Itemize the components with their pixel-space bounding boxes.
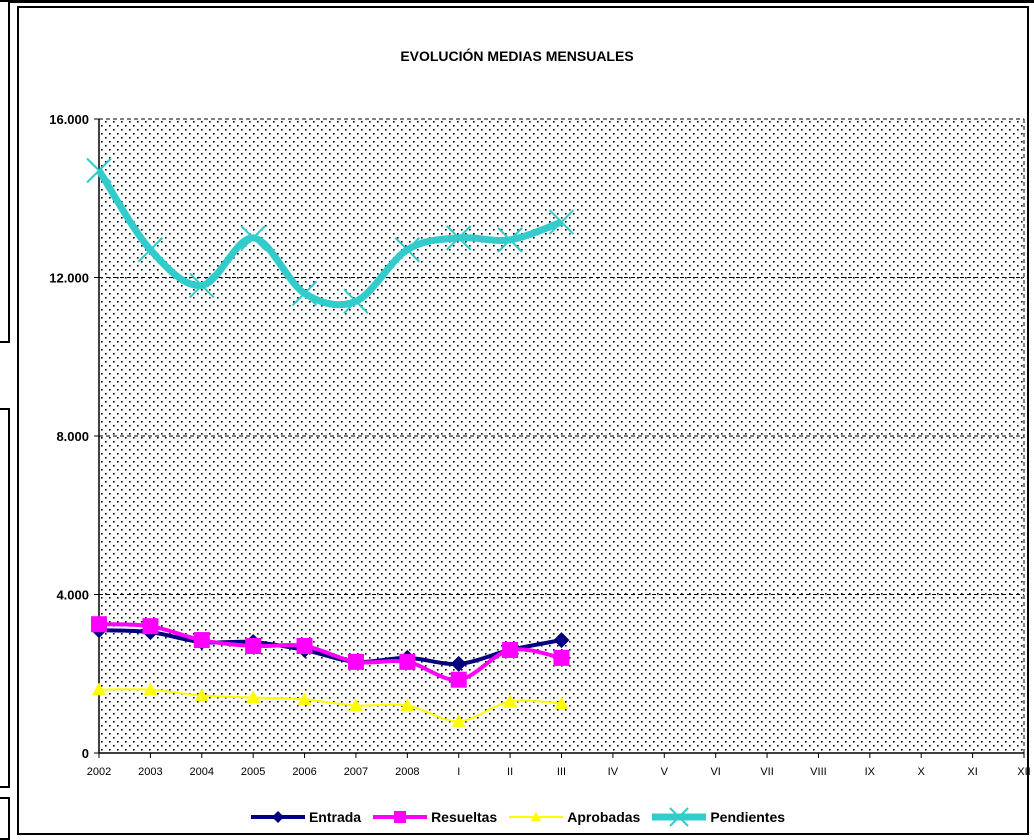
legend-swatch-pendientes <box>652 807 707 827</box>
x-tick-label-12: VI <box>710 766 720 778</box>
x-tick-label-8: II <box>507 766 513 778</box>
x-tick-label-3: 2005 <box>241 766 265 778</box>
x-tick-label-11: V <box>661 766 669 778</box>
point-pendientes-8 <box>497 227 523 253</box>
y-tick-label-3: 12.000 <box>49 271 89 286</box>
x-tick-label-15: IX <box>865 766 876 778</box>
legend-label-resueltas: Resueltas <box>431 809 498 825</box>
point-resueltas-9 <box>553 649 570 666</box>
point-aprobadas-7 <box>451 714 466 727</box>
x-tick-label-7: I <box>457 766 460 778</box>
point-aprobadas-4 <box>297 692 312 706</box>
point-aprobadas-8 <box>503 694 518 708</box>
y-tick-label-1: 4.000 <box>56 588 89 603</box>
point-resueltas-4 <box>296 638 313 655</box>
point-aprobadas-6 <box>400 698 415 712</box>
point-aprobadas-5 <box>348 698 363 712</box>
legend-item-aprobadas: Aprobadas <box>507 806 640 828</box>
x-tick-label-6: 2008 <box>395 766 419 778</box>
point-entrada-7 <box>450 655 467 672</box>
x-tick-label-10: IV <box>608 766 619 778</box>
point-pendientes-2 <box>189 272 215 299</box>
x-tick-label-13: VII <box>760 766 773 778</box>
point-resueltas-7 <box>450 671 467 688</box>
x-tick-label-16: X <box>918 766 926 778</box>
y-tick-label-0: 0 <box>82 746 89 761</box>
series-line-aprobadas <box>98 688 562 723</box>
point-pendientes-9 <box>548 209 575 235</box>
legend-item-resueltas: Resueltas <box>371 806 497 828</box>
point-resueltas-2 <box>193 632 210 649</box>
x-tick-label-14: VIII <box>810 766 827 778</box>
legend-marker-aprobadas <box>530 811 542 822</box>
point-resueltas-5 <box>347 653 364 670</box>
series-line-resueltas <box>98 622 562 682</box>
point-pendientes-5 <box>343 288 369 314</box>
point-aprobadas-1 <box>143 682 158 696</box>
left-panel-edge-1 <box>0 0 10 343</box>
point-aprobadas-0 <box>92 682 106 696</box>
legend-item-entrada: Entrada <box>249 806 361 828</box>
legend-marker-pendientes <box>669 807 690 827</box>
point-pendientes-3 <box>240 225 266 251</box>
point-resueltas-8 <box>502 641 519 658</box>
point-aprobadas-2 <box>194 688 209 702</box>
x-tick-label-17: XI <box>967 766 977 778</box>
left-panel-edge-2 <box>0 408 10 788</box>
y-tick-label-2: 8.000 <box>56 429 89 444</box>
x-tick-label-9: III <box>557 766 566 778</box>
left-panel-edge-3 <box>0 797 10 840</box>
legend-label-entrada: Entrada <box>308 809 362 825</box>
point-resueltas-1 <box>142 618 159 635</box>
x-tick-label-2: 2004 <box>190 766 214 778</box>
legend-label-aprobadas: Aprobadas <box>567 809 641 825</box>
point-pendientes-0 <box>86 157 112 184</box>
x-tick-label-18: XII <box>1017 766 1030 778</box>
y-tick-label-4: 16.000 <box>49 112 89 127</box>
x-tick-label-5: 2007 <box>344 766 368 778</box>
point-resueltas-6 <box>399 653 416 670</box>
legend-label-pendientes: Pendientes <box>710 809 786 825</box>
top-border <box>0 0 1034 3</box>
legend-marker-resueltas <box>394 811 407 823</box>
point-resueltas-3 <box>245 638 262 655</box>
series-line-pendientes <box>96 168 563 309</box>
point-aprobadas-9 <box>554 696 569 710</box>
legend-swatch-resueltas <box>373 811 428 823</box>
chart-title: EVOLUCIÓN MEDIAS MENSUALES <box>400 48 634 64</box>
point-pendientes-7 <box>446 225 472 251</box>
point-aprobadas-3 <box>246 690 261 704</box>
legend: Entrada Resueltas Aprobadas Pendientes <box>0 805 1034 829</box>
x-tick-label-4: 2006 <box>292 766 316 778</box>
legend-swatch-aprobadas <box>509 811 564 822</box>
series-line-entrada <box>98 628 562 666</box>
legend-item-pendientes: Pendientes <box>650 806 785 828</box>
point-pendientes-6 <box>394 237 421 263</box>
point-entrada-9 <box>553 632 570 649</box>
point-resueltas-0 <box>91 616 107 633</box>
legend-marker-entrada <box>271 811 284 823</box>
point-pendientes-1 <box>137 237 164 263</box>
point-pendientes-4 <box>291 280 318 307</box>
legend-swatch-entrada <box>250 811 305 823</box>
x-tick-label-1: 2003 <box>138 766 162 778</box>
x-tick-label-0: 2002 <box>87 766 111 778</box>
